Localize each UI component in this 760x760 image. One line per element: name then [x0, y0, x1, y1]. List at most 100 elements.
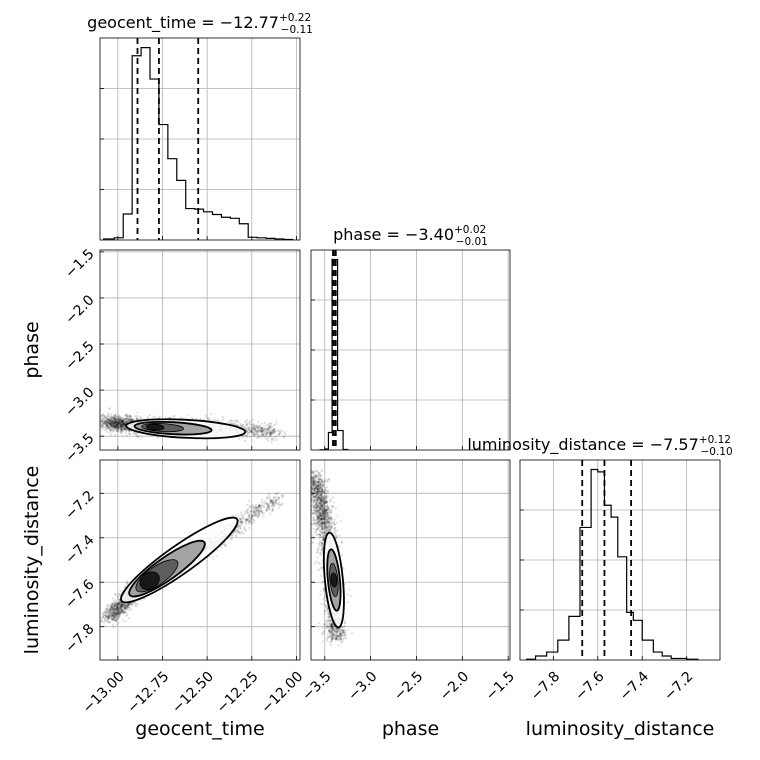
sample-point	[129, 419, 132, 422]
sample-point	[112, 416, 115, 419]
sample-point	[120, 419, 123, 422]
sample-point	[111, 425, 114, 428]
sample-point	[112, 418, 115, 421]
sample-point	[113, 612, 116, 615]
sample-point	[106, 425, 110, 429]
sample-point	[105, 430, 108, 433]
sample-point	[109, 418, 112, 421]
sample-point	[314, 481, 317, 485]
sample-point	[126, 415, 129, 418]
sample-point	[262, 428, 265, 431]
sample-point	[246, 430, 250, 434]
sample-point	[128, 414, 131, 418]
sample-point	[313, 481, 316, 484]
sample-point	[252, 434, 255, 437]
sample-point	[222, 418, 225, 421]
sample-point	[123, 606, 126, 609]
sample-point	[105, 615, 108, 618]
sample-point	[115, 424, 118, 427]
sample-point	[122, 422, 125, 425]
sample-point	[115, 423, 118, 426]
sample-point	[274, 492, 277, 495]
sample-point	[317, 524, 320, 527]
sample-point	[236, 527, 239, 530]
sample-point	[317, 487, 320, 490]
sample-point	[252, 518, 255, 521]
sample-point	[125, 434, 129, 437]
sample-point	[107, 418, 110, 421]
sample-point	[107, 424, 110, 427]
sample-point	[119, 421, 122, 424]
sample-point	[114, 619, 118, 622]
sample-point	[119, 418, 122, 421]
sample-point	[110, 606, 113, 609]
sample-point	[116, 602, 119, 605]
sample-point	[315, 500, 319, 504]
sample-point	[259, 427, 262, 431]
sample-point	[308, 471, 310, 473]
sample-point	[308, 526, 310, 528]
sample-point	[121, 420, 124, 423]
sample-point	[121, 425, 124, 428]
sample-point	[264, 427, 267, 430]
sample-point	[115, 419, 118, 422]
sample-point	[261, 498, 264, 501]
sample-point	[122, 422, 126, 425]
sample-point	[267, 505, 270, 508]
sample-point	[245, 518, 248, 521]
sample-point	[249, 510, 252, 513]
sample-point	[311, 475, 314, 479]
sample-point	[113, 425, 116, 428]
sample-point	[116, 601, 119, 604]
sample-point	[261, 510, 264, 513]
sample-point	[116, 423, 119, 426]
sample-point	[316, 488, 319, 491]
sample-point	[241, 423, 244, 426]
sample-point	[105, 420, 108, 423]
sample-point	[326, 491, 330, 494]
sample-point	[111, 606, 115, 609]
sample-point	[111, 418, 114, 421]
sample-point	[314, 513, 317, 516]
sample-point	[116, 611, 120, 614]
sample-point	[125, 582, 129, 585]
sample-point	[116, 606, 119, 609]
sample-point	[110, 614, 113, 618]
sample-point	[331, 517, 334, 521]
sample-point	[102, 421, 106, 424]
sample-point	[244, 519, 247, 522]
sample-point	[318, 502, 321, 505]
sample-point	[263, 431, 266, 434]
sample-point	[255, 430, 258, 433]
sample-point	[324, 501, 328, 504]
sample-point	[313, 499, 316, 502]
sample-point	[224, 545, 227, 548]
sample-point	[265, 435, 268, 438]
sample-point	[115, 606, 118, 610]
sample-point	[112, 429, 115, 432]
sample-point	[117, 423, 120, 426]
sample-point	[111, 607, 114, 610]
sample-point	[114, 604, 117, 607]
sample-point	[318, 509, 321, 513]
sample-point	[118, 613, 121, 617]
sample-point	[277, 497, 280, 500]
sample-point	[253, 520, 256, 523]
sample-point	[248, 520, 251, 523]
sample-point	[122, 425, 125, 428]
sample-point	[109, 608, 112, 612]
sample-point	[238, 530, 241, 533]
sample-point	[122, 611, 125, 614]
sample-point	[115, 604, 118, 607]
sample-point	[123, 605, 126, 608]
sample-point	[317, 497, 320, 500]
sample-point	[123, 607, 126, 610]
sample-point	[313, 495, 316, 499]
sample-point	[126, 607, 129, 610]
sample-point	[117, 615, 120, 618]
sample-point	[120, 608, 123, 612]
sample-point	[257, 427, 260, 430]
sample-point	[111, 614, 114, 617]
sample-point	[273, 500, 276, 503]
sample-point	[114, 415, 117, 418]
